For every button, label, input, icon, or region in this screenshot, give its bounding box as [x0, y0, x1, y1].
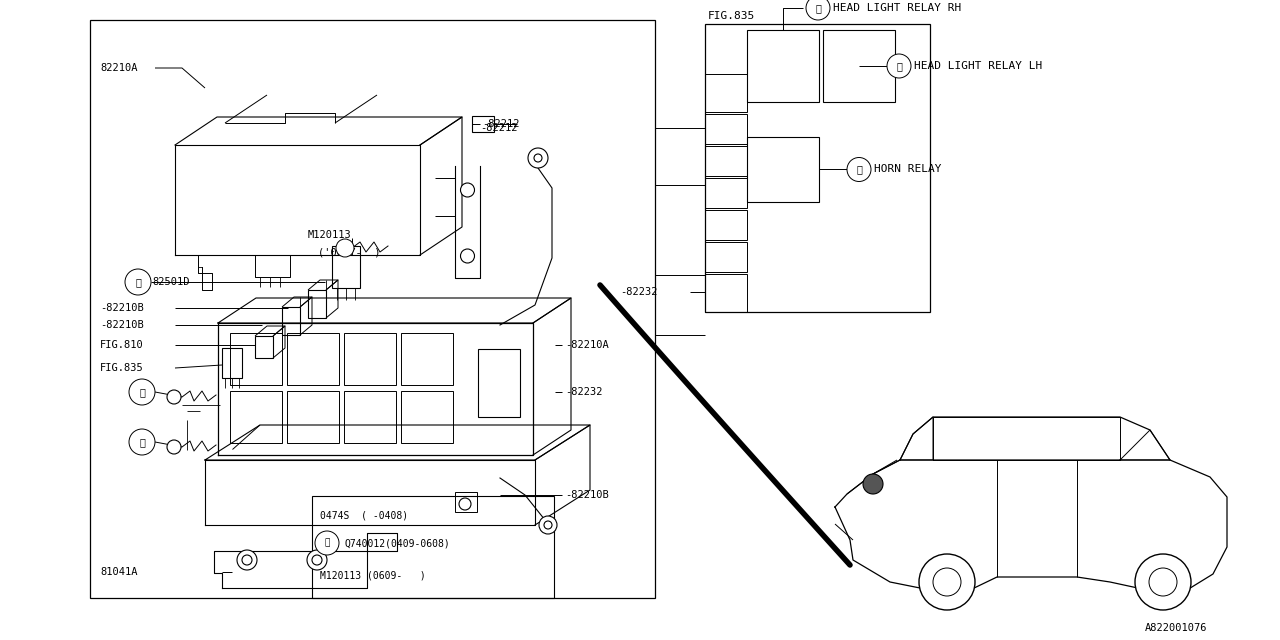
Bar	[705, 210, 748, 240]
Bar	[308, 290, 326, 318]
Text: HEAD LIGHT RELAY RH: HEAD LIGHT RELAY RH	[833, 3, 961, 13]
Circle shape	[461, 249, 475, 263]
Circle shape	[1135, 554, 1190, 610]
Circle shape	[461, 183, 475, 197]
Text: FIG.835: FIG.835	[100, 363, 143, 373]
Text: 82210A: 82210A	[100, 63, 137, 73]
Text: M120113: M120113	[308, 230, 352, 240]
Circle shape	[887, 54, 911, 78]
Text: -82232: -82232	[564, 387, 603, 397]
Text: -82210A: -82210A	[564, 340, 609, 350]
Text: FIG.835: FIG.835	[708, 11, 755, 21]
Circle shape	[237, 550, 257, 570]
Bar	[230, 391, 282, 443]
Bar	[454, 492, 477, 512]
Text: M120113 (0609-   ): M120113 (0609- )	[320, 571, 426, 581]
Circle shape	[125, 269, 151, 295]
Text: -82212: -82212	[480, 123, 517, 133]
Circle shape	[307, 550, 326, 570]
Bar	[287, 333, 339, 385]
Text: HORN RELAY: HORN RELAY	[874, 164, 942, 175]
Text: ②: ②	[324, 538, 330, 547]
Text: -82210B: -82210B	[100, 320, 143, 330]
Bar	[230, 333, 282, 385]
Circle shape	[315, 531, 339, 555]
Circle shape	[539, 516, 557, 534]
Bar	[90, 20, 655, 598]
Text: 0474S  ( -0408): 0474S ( -0408)	[320, 511, 408, 521]
Circle shape	[534, 154, 541, 162]
Bar	[705, 274, 748, 312]
Bar	[282, 307, 300, 335]
Bar	[705, 114, 748, 144]
Bar	[344, 333, 396, 385]
Circle shape	[544, 521, 552, 529]
Text: ①: ①	[136, 277, 141, 287]
Circle shape	[919, 554, 975, 610]
Bar	[255, 336, 273, 358]
Bar	[477, 349, 520, 417]
Circle shape	[242, 555, 252, 565]
Text: A822001076: A822001076	[1146, 623, 1207, 633]
Text: ①: ①	[815, 3, 820, 13]
Circle shape	[166, 440, 180, 454]
Circle shape	[529, 148, 548, 168]
Text: -82210B: -82210B	[564, 490, 609, 500]
Text: ①: ①	[856, 164, 861, 175]
Bar	[748, 30, 819, 102]
Circle shape	[129, 429, 155, 455]
Bar	[332, 246, 360, 288]
Bar	[401, 391, 453, 443]
Bar	[344, 391, 396, 443]
Bar	[705, 74, 748, 112]
Text: ①: ①	[896, 61, 902, 71]
Text: Q740012(0409-0608): Q740012(0409-0608)	[344, 538, 449, 548]
Bar	[705, 146, 748, 176]
Text: FIG.810: FIG.810	[100, 340, 143, 350]
Text: ②: ②	[140, 387, 145, 397]
Circle shape	[1149, 568, 1178, 596]
Text: -82232: -82232	[620, 287, 658, 297]
Circle shape	[806, 0, 829, 20]
Bar	[472, 116, 494, 132]
Bar	[312, 496, 554, 598]
Circle shape	[129, 379, 155, 405]
Bar	[748, 137, 819, 202]
Bar	[221, 348, 242, 378]
Text: 81041A: 81041A	[100, 567, 137, 577]
Circle shape	[460, 498, 471, 510]
Text: 82501D: 82501D	[152, 277, 189, 287]
Text: HEAD LIGHT RELAY LH: HEAD LIGHT RELAY LH	[914, 61, 1042, 71]
Bar	[705, 24, 931, 312]
Text: ②: ②	[140, 437, 145, 447]
Bar	[287, 391, 339, 443]
Text: -82210B: -82210B	[100, 303, 143, 313]
Circle shape	[847, 157, 870, 182]
Bar	[823, 30, 895, 102]
Bar	[705, 242, 748, 272]
Bar	[401, 333, 453, 385]
Text: -82212: -82212	[483, 119, 520, 129]
Text: ('06MY-  ): ('06MY- )	[317, 247, 380, 257]
Bar	[705, 178, 748, 208]
Circle shape	[863, 474, 883, 494]
Circle shape	[166, 390, 180, 404]
Circle shape	[933, 568, 961, 596]
Circle shape	[337, 239, 355, 257]
Circle shape	[312, 555, 323, 565]
